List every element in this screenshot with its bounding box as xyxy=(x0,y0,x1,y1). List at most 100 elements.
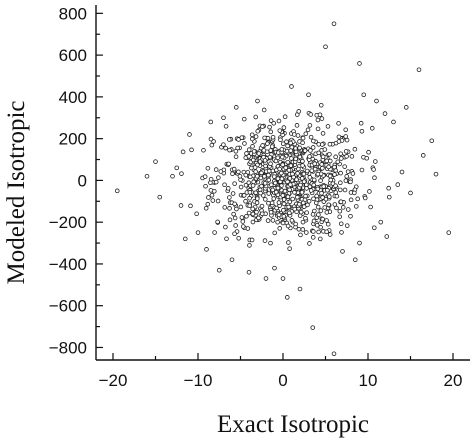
data-point xyxy=(281,214,287,219)
data-point xyxy=(239,215,245,220)
data-point xyxy=(298,209,304,215)
data-point xyxy=(352,146,358,152)
data-point xyxy=(321,184,327,189)
data-point xyxy=(313,200,319,206)
data-point xyxy=(342,164,347,169)
data-point xyxy=(340,249,345,254)
data-point xyxy=(153,159,158,164)
data-point xyxy=(247,195,252,201)
data-point xyxy=(275,155,281,161)
data-point xyxy=(287,176,293,181)
data-point xyxy=(247,243,252,248)
data-point xyxy=(359,129,365,134)
data-point xyxy=(311,177,317,183)
data-point xyxy=(259,211,265,217)
data-point xyxy=(273,180,278,186)
data-point xyxy=(253,114,259,120)
data-point xyxy=(285,143,290,149)
data-point xyxy=(343,149,349,154)
data-point xyxy=(328,177,333,183)
y-tick-label: 800 xyxy=(59,4,87,23)
data-point xyxy=(280,162,286,167)
data-point xyxy=(250,219,256,225)
data-point xyxy=(433,171,439,177)
data-point xyxy=(366,149,371,155)
data-point xyxy=(325,187,330,193)
data-point xyxy=(317,236,323,242)
data-point xyxy=(157,194,163,200)
data-point xyxy=(195,230,201,235)
data-point xyxy=(345,207,351,212)
data-point xyxy=(350,171,356,176)
data-point xyxy=(307,241,312,246)
data-point xyxy=(305,202,310,208)
data-point xyxy=(255,98,260,104)
data-point xyxy=(312,161,317,167)
data-point xyxy=(353,204,359,209)
data-point xyxy=(327,158,333,164)
data-point xyxy=(336,139,342,144)
data-point xyxy=(307,123,313,128)
data-point xyxy=(205,201,211,207)
data-point xyxy=(233,223,238,228)
data-point xyxy=(301,200,306,206)
data-point xyxy=(269,144,275,149)
data-point xyxy=(204,247,209,252)
data-point xyxy=(352,190,357,196)
data-point xyxy=(221,142,226,147)
data-point xyxy=(269,200,275,206)
data-point xyxy=(320,131,326,136)
data-point xyxy=(187,132,192,137)
data-point xyxy=(306,92,311,98)
data-point xyxy=(250,183,256,188)
data-point xyxy=(386,185,391,191)
y-tick-label: −200 xyxy=(49,213,87,232)
data-point xyxy=(325,124,331,129)
data-point xyxy=(226,161,231,167)
data-point xyxy=(262,180,268,186)
data-point xyxy=(288,182,293,187)
data-point xyxy=(210,198,216,203)
data-point xyxy=(293,149,299,155)
data-point xyxy=(286,204,291,210)
data-point xyxy=(258,175,264,181)
data-point xyxy=(261,148,267,153)
data-point xyxy=(327,194,332,199)
data-point xyxy=(259,203,265,209)
data-point xyxy=(298,232,303,238)
data-point xyxy=(232,181,237,186)
data-point xyxy=(244,213,249,219)
data-point xyxy=(315,126,321,132)
data-point xyxy=(297,154,303,160)
data-point xyxy=(249,136,255,142)
data-point xyxy=(304,182,309,188)
data-point xyxy=(408,190,413,196)
data-point xyxy=(268,129,274,135)
data-point xyxy=(391,119,396,125)
data-point xyxy=(343,127,349,133)
data-point xyxy=(327,152,332,157)
data-point xyxy=(288,163,294,168)
data-point xyxy=(320,154,326,160)
data-point xyxy=(309,168,315,173)
data-point xyxy=(271,120,277,126)
data-point xyxy=(222,205,228,210)
data-point xyxy=(223,123,229,129)
data-point xyxy=(231,211,236,217)
data-point xyxy=(399,169,405,175)
data-point xyxy=(323,44,328,50)
data-point xyxy=(348,179,353,185)
data-point xyxy=(249,132,255,138)
data-point xyxy=(318,178,323,183)
data-point xyxy=(315,117,321,123)
data-point xyxy=(316,150,322,156)
data-point xyxy=(371,225,377,231)
data-point xyxy=(355,196,360,202)
data-point xyxy=(226,137,232,142)
data-point xyxy=(258,190,263,196)
data-point xyxy=(277,166,282,172)
data-point xyxy=(300,140,305,146)
data-point xyxy=(277,226,283,231)
data-point xyxy=(429,138,435,144)
